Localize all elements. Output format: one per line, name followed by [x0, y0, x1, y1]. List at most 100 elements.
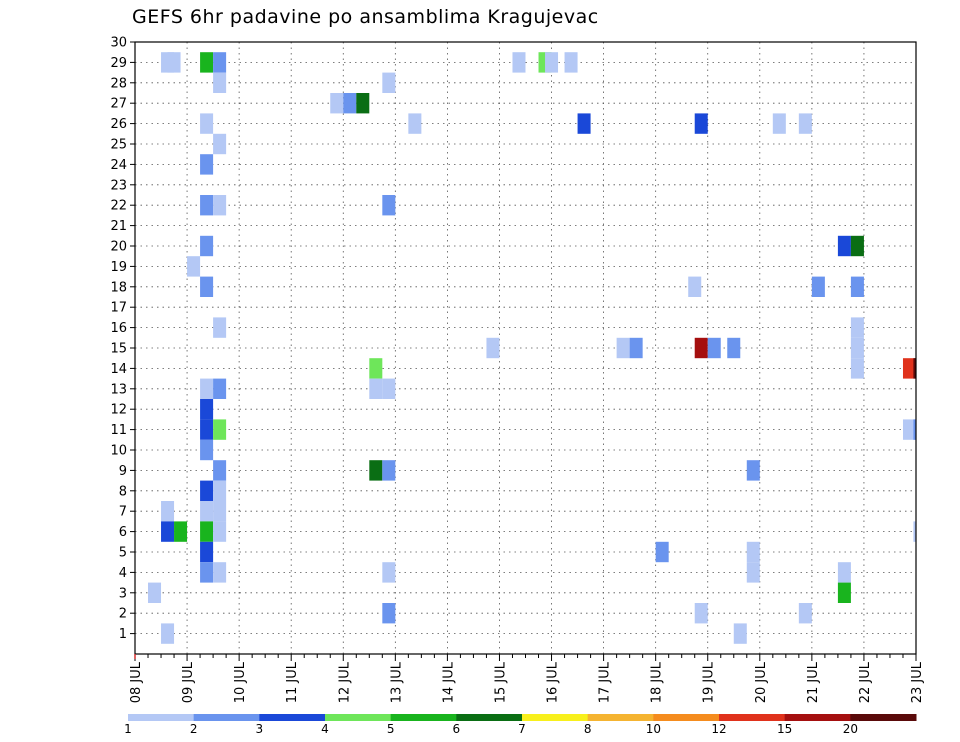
- x-tick-label: 19 JUL: [702, 661, 717, 703]
- y-tick-label: 2: [119, 607, 127, 622]
- data-cell: [486, 337, 500, 359]
- data-cell: [512, 52, 526, 73]
- y-tick-label: 19: [110, 260, 127, 275]
- y-tick-label: 27: [110, 97, 127, 112]
- data-cell: [913, 419, 916, 440]
- colorbar-swatch: [522, 714, 589, 721]
- data-cell: [200, 501, 214, 522]
- data-cell: [746, 541, 760, 563]
- data-cell: [798, 603, 812, 624]
- data-cell: [187, 256, 201, 277]
- colorbar-label: 7: [518, 722, 526, 736]
- colorbar-label: 1: [124, 722, 132, 736]
- y-tick-label: 15: [110, 342, 127, 357]
- data-cell: [200, 480, 214, 501]
- colorbar-swatch: [193, 714, 260, 721]
- data-cells: [148, 52, 916, 644]
- colorbar-label: 12: [711, 722, 726, 736]
- data-cell: [148, 582, 162, 603]
- data-cell: [213, 419, 227, 440]
- chart-title: GEFS 6hr padavine po ansamblima Kragujev…: [132, 6, 599, 28]
- data-cell: [200, 399, 214, 420]
- data-cell: [850, 317, 864, 338]
- colorbar-label: 8: [584, 722, 592, 736]
- data-cell: [200, 541, 214, 563]
- y-tick-label: 3: [119, 586, 127, 601]
- y-tick-label: 18: [110, 280, 127, 295]
- x-tick-label: 15 JUL: [493, 661, 508, 703]
- y-tick-label: 26: [110, 117, 127, 132]
- colorbar-swatch: [456, 714, 523, 721]
- data-cell: [545, 52, 559, 73]
- data-cell: [200, 235, 214, 257]
- data-cell: [694, 337, 708, 359]
- data-cell: [213, 72, 227, 93]
- data-cell: [629, 337, 643, 359]
- data-cell: [798, 113, 812, 134]
- x-tick-label: 23 JUL: [910, 661, 925, 703]
- data-cell: [902, 419, 916, 440]
- data-cell: [161, 501, 175, 522]
- y-tick-label: 13: [110, 382, 127, 397]
- data-cell: [837, 235, 851, 257]
- data-cell: [694, 113, 708, 134]
- data-cell: [213, 562, 227, 583]
- data-cell: [913, 358, 916, 379]
- data-cell: [382, 460, 396, 481]
- data-cell: [213, 317, 227, 338]
- colorbar-swatch: [719, 714, 786, 721]
- data-cell: [200, 195, 214, 216]
- data-cell: [200, 419, 214, 440]
- data-cell: [837, 582, 851, 603]
- data-cell: [213, 378, 227, 399]
- x-tick-label: 21 JUL: [806, 661, 821, 703]
- y-tick-label: 28: [110, 76, 127, 91]
- y-tick-label: 17: [110, 301, 127, 316]
- colorbar-label: 6: [453, 722, 461, 736]
- colorbar-label: 2: [190, 722, 198, 736]
- colorbar-label: 10: [646, 722, 661, 736]
- y-tick-label: 1: [119, 627, 127, 642]
- y-tick-label: 25: [110, 138, 127, 153]
- data-cell: [746, 460, 760, 481]
- x-tick-label: 11 JUL: [285, 661, 300, 703]
- data-cell: [356, 93, 370, 114]
- data-cell: [688, 276, 702, 297]
- x-tick-label: 09 JUL: [181, 661, 196, 703]
- data-cell: [213, 460, 227, 481]
- colorbar-swatch: [587, 714, 654, 721]
- data-cell: [174, 521, 188, 542]
- y-tick-label: 4: [119, 566, 127, 581]
- y-tick-label: 22: [110, 199, 127, 214]
- colorbar-label: 20: [843, 722, 858, 736]
- x-tick-label: 14 JUL: [441, 661, 456, 703]
- data-cell: [369, 378, 383, 399]
- colorbar-label: 3: [256, 722, 264, 736]
- y-tick-label: 8: [119, 484, 127, 499]
- data-cell: [382, 603, 396, 624]
- data-cell: [746, 562, 760, 583]
- data-cell: [902, 358, 916, 379]
- data-cell: [655, 541, 669, 563]
- y-tick-label: 14: [110, 362, 127, 377]
- data-cell: [213, 480, 227, 501]
- colorbar-swatch: [390, 714, 457, 721]
- data-cell: [200, 52, 214, 73]
- colorbar-swatch: [850, 714, 917, 721]
- x-tick-label: 17 JUL: [598, 661, 613, 703]
- data-cell: [343, 93, 357, 114]
- colorbar-swatch: [653, 714, 720, 721]
- data-cell: [733, 623, 747, 644]
- y-tick-label: 9: [119, 464, 127, 479]
- data-cell: [200, 276, 214, 297]
- y-tick-label: 5: [119, 546, 127, 561]
- data-cell: [850, 235, 864, 257]
- data-cell: [213, 52, 227, 73]
- colorbar: 1 2 3 4 5 6 7 8 10 12 15 20: [124, 714, 917, 736]
- data-cell: [161, 521, 175, 542]
- x-axis: 08 JUL 09 JUL 10 JUL 11 JUL 12 JUL 13 JUL 14 J…: [129, 654, 925, 703]
- y-tick-label: 20: [110, 240, 127, 255]
- data-cell: [772, 113, 786, 134]
- y-tick-label: 30: [110, 36, 127, 51]
- data-cell: [213, 521, 227, 542]
